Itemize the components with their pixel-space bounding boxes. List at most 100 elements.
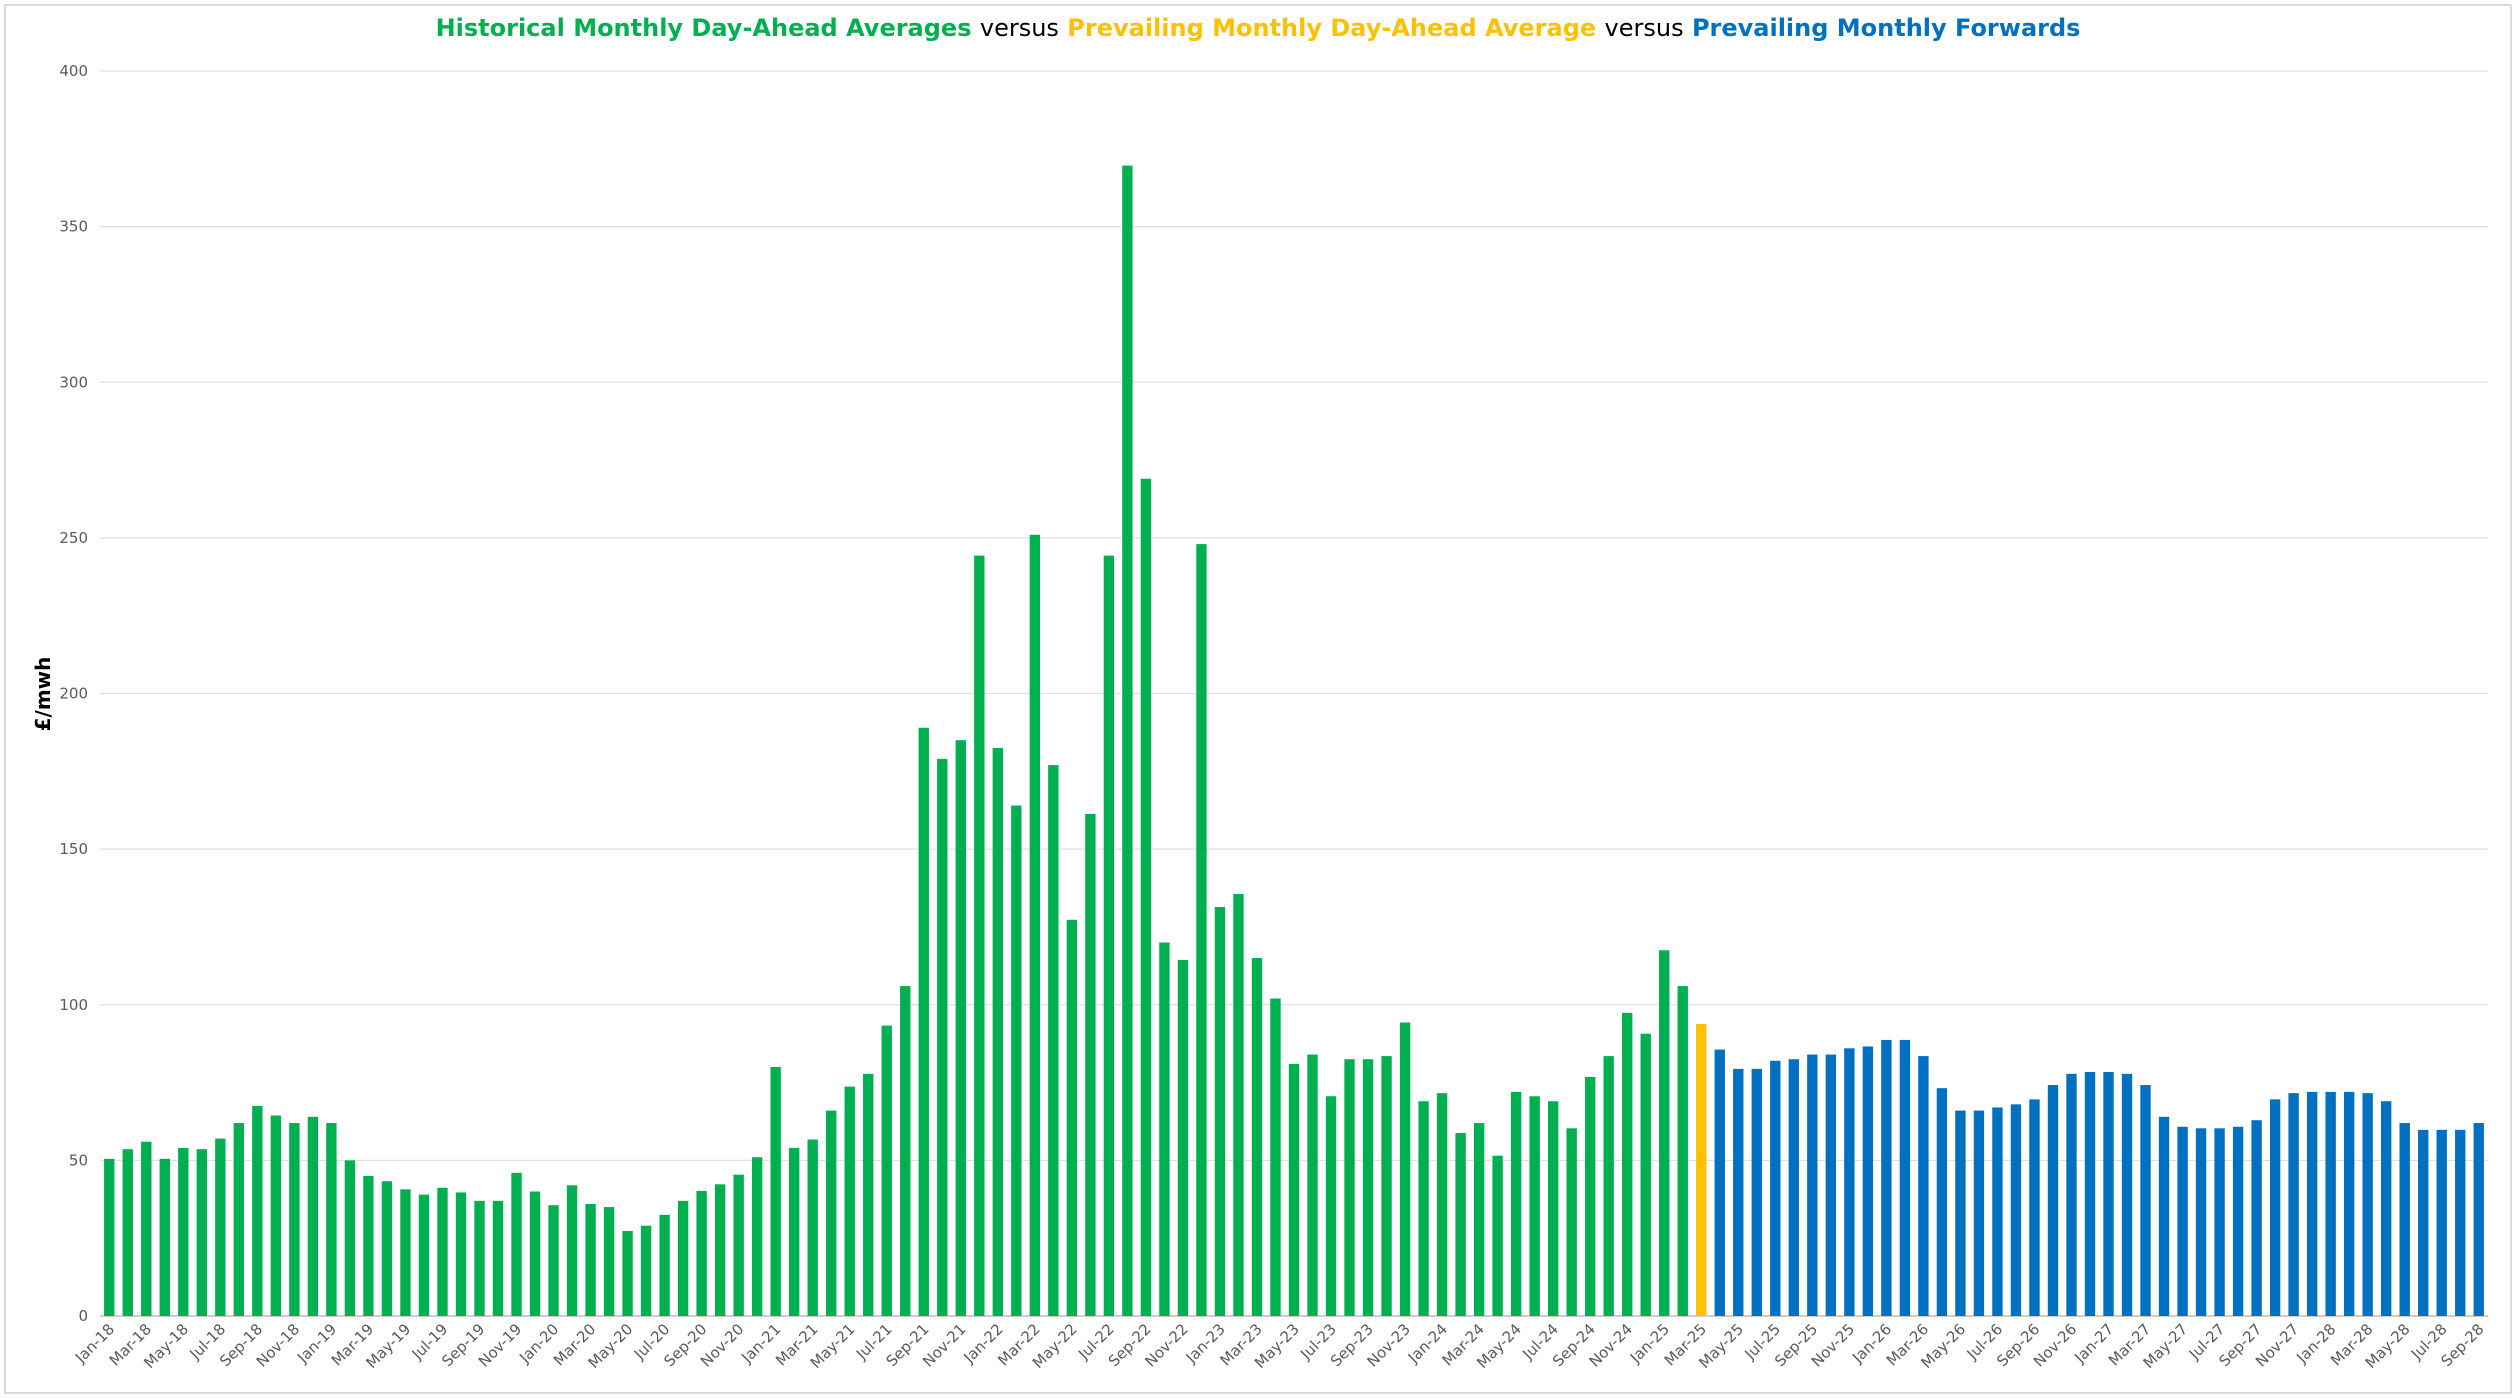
bar	[1992, 1107, 2003, 1316]
bar	[529, 1191, 541, 1316]
title-part: Prevailing Monthly Forwards	[1692, 14, 2081, 42]
bar	[233, 1123, 245, 1316]
y-tick-label: 250	[59, 529, 88, 547]
bar	[1177, 959, 1189, 1316]
bar	[2343, 1091, 2355, 1316]
bar	[2066, 1073, 2077, 1316]
bar	[1325, 1096, 1337, 1316]
bar	[2251, 1120, 2262, 1316]
bar	[937, 758, 948, 1316]
bar	[1251, 958, 1263, 1316]
bar	[1585, 1076, 1596, 1316]
bar	[1473, 1123, 1485, 1316]
y-tick-label: 150	[59, 840, 88, 858]
bar	[437, 1187, 448, 1316]
bar	[2362, 1093, 2373, 1316]
bar	[789, 1147, 800, 1316]
bar	[2121, 1073, 2133, 1316]
bar	[344, 1160, 356, 1316]
bar	[159, 1158, 170, 1316]
bar	[548, 1205, 559, 1316]
bar	[307, 1116, 319, 1316]
title-part: Historical Monthly Day-Ahead Averages	[436, 14, 972, 42]
bar	[2195, 1128, 2207, 1316]
y-tick-label: 400	[59, 62, 88, 80]
bar	[1011, 805, 1022, 1316]
bar	[1492, 1155, 1503, 1316]
bar	[400, 1189, 411, 1316]
bar	[2158, 1116, 2170, 1316]
y-tick-label: 100	[59, 996, 88, 1014]
bar	[1288, 1063, 1300, 1316]
bar	[640, 1225, 652, 1316]
bar	[122, 1149, 133, 1316]
bar	[2140, 1085, 2151, 1316]
bar	[2084, 1071, 2096, 1316]
bar	[992, 747, 1003, 1316]
y-tick-label: 300	[59, 373, 88, 391]
bar	[1214, 907, 1226, 1316]
bar	[270, 1115, 282, 1316]
bar	[2232, 1126, 2244, 1316]
bar	[1825, 1054, 1837, 1316]
title-connector: versus	[980, 14, 1059, 42]
bar	[1159, 942, 1170, 1316]
bar	[1659, 950, 1670, 1316]
bar	[1899, 1039, 1911, 1316]
bar	[1510, 1091, 1522, 1316]
bar	[2047, 1085, 2059, 1316]
bar	[1733, 1068, 1744, 1316]
bar	[2436, 1129, 2447, 1316]
bar	[2455, 1129, 2466, 1316]
bar	[1622, 1012, 1633, 1316]
bar	[1344, 1059, 1355, 1316]
bar	[696, 1190, 707, 1316]
bar	[1140, 478, 1152, 1316]
y-axis-label: £/mwh	[31, 657, 55, 732]
bar	[252, 1105, 263, 1316]
bar	[1455, 1132, 1466, 1316]
bar	[2029, 1099, 2040, 1316]
bar	[2103, 1071, 2114, 1316]
bar	[585, 1203, 596, 1316]
bar	[2306, 1091, 2318, 1316]
bar	[2269, 1099, 2281, 1316]
bar	[511, 1172, 522, 1316]
bar	[104, 1158, 115, 1316]
bar	[1418, 1101, 1429, 1316]
bar	[2381, 1101, 2392, 1316]
bar	[363, 1175, 374, 1316]
bar	[1881, 1039, 1892, 1316]
bar	[2473, 1123, 2484, 1316]
bar	[418, 1194, 430, 1316]
bar	[178, 1147, 189, 1316]
bar	[751, 1157, 763, 1316]
bar	[1696, 1024, 1707, 1316]
y-tick-label: 200	[59, 685, 88, 703]
bar	[1751, 1068, 1762, 1316]
bar	[1714, 1049, 1725, 1316]
bar	[1770, 1060, 1781, 1316]
bar	[474, 1200, 485, 1316]
bar	[881, 1025, 892, 1316]
bar	[1399, 1022, 1411, 1316]
bar	[770, 1067, 781, 1316]
bar	[1918, 1056, 1929, 1316]
bar	[1566, 1128, 1577, 1316]
y-tick-label: 50	[69, 1151, 88, 1169]
bar	[455, 1192, 467, 1316]
bar	[622, 1231, 633, 1316]
bar	[2177, 1126, 2188, 1316]
bar	[1973, 1110, 1985, 1316]
bar	[863, 1073, 874, 1316]
bar	[1844, 1048, 1855, 1316]
bar	[1307, 1054, 1318, 1316]
bar	[1529, 1096, 1540, 1316]
bar	[1066, 919, 1078, 1316]
bar	[603, 1207, 615, 1316]
bar	[844, 1086, 855, 1316]
bar	[289, 1123, 300, 1316]
bar	[974, 555, 985, 1316]
